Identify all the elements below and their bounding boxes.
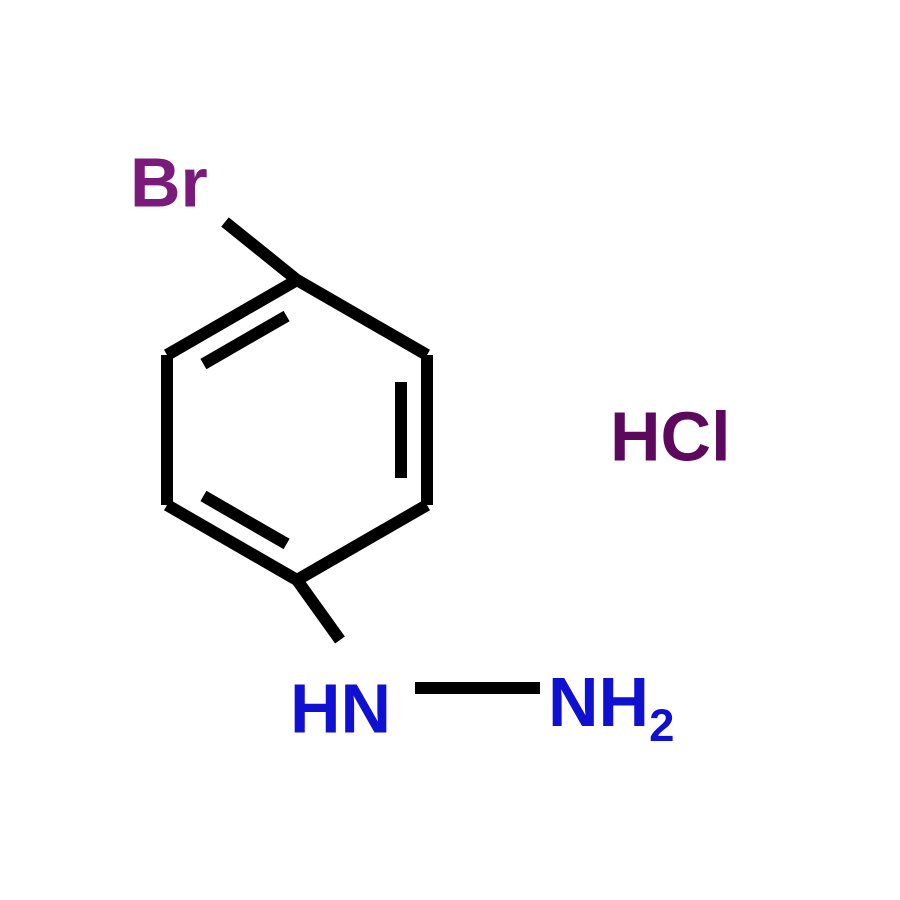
atom-label-nh2-sub: 2 <box>649 700 674 751</box>
molecule-canvas: Br HN NH2 HCl <box>0 0 900 900</box>
atom-label-hn: HN <box>290 674 391 744</box>
atom-label-nh2-main: NH <box>548 663 649 741</box>
atom-label-nh2: NH2 <box>548 667 674 749</box>
bond-layer <box>0 0 900 900</box>
atom-label-br: Br <box>130 148 208 218</box>
atom-label-hcl: HCl <box>610 402 731 472</box>
